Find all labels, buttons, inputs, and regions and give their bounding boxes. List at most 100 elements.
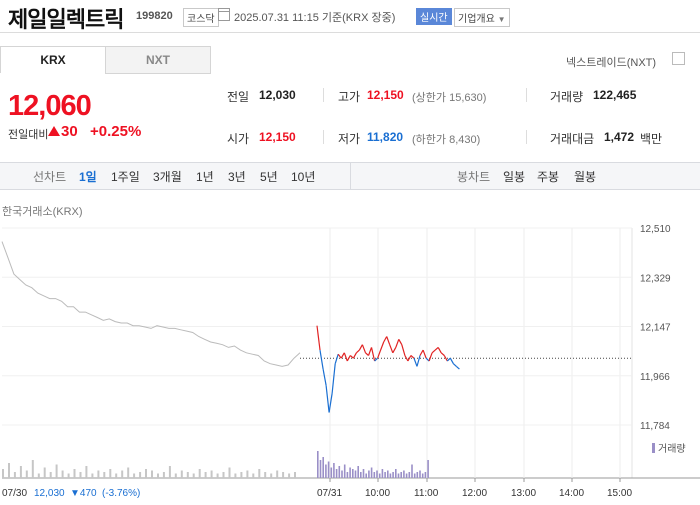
volume-bar [424,472,427,478]
volume-bar [405,473,408,478]
volume-bar [55,464,58,478]
low-value: 11,820 [367,130,404,144]
volume-bar [330,467,333,478]
x-tick-label: 12:00 [462,488,487,499]
today-line-segment [437,347,442,354]
stock-name: 제일일렉트릭 [8,7,124,32]
volume-bar [370,467,373,478]
candle-monthly[interactable]: 월봉 [574,170,597,184]
footer-date: 07/30 [2,488,27,499]
volume-bar [97,470,100,478]
volume-bar [210,470,213,478]
datetime-value: 2025.07.31 11:15 [234,12,319,24]
stock-code: 199820 [136,10,173,22]
checkbox-icon[interactable] [672,52,685,65]
today-line-segment [334,354,339,364]
volume-bar [228,467,231,478]
today-line-segment [383,336,388,343]
intraday-chart[interactable]: 12,510 12,329 12,147 11,966 11,784 07/31 10:0… [0,215,700,505]
volume-bar [43,467,46,478]
volume-bar [115,473,118,478]
period-5y[interactable]: 5년 [260,170,278,184]
period-1w[interactable]: 1주일 [111,170,140,184]
amount-label: 거래대금 [550,132,595,146]
tab-krx[interactable]: KRX [0,46,106,73]
volume-bar [387,470,389,478]
x-tick-label: 07/31 [317,488,342,499]
open-value: 12,150 [259,130,296,144]
candle-daily[interactable]: 일봉 [503,170,526,184]
change-value: 30 [61,123,78,140]
today-line-segment [440,352,445,356]
volume-bar [168,466,171,478]
market-badge: 코스닥 [183,8,219,27]
volume-bar [192,473,195,478]
volume-bar [31,460,34,478]
x-tick-label: 13:00 [511,488,536,499]
volume-bar [419,470,421,478]
today-line-segment [367,347,373,356]
today-line-segment [407,355,412,362]
footer-change: ▼470 [70,488,97,499]
volume-bar [362,469,365,478]
volume-bar [327,461,330,478]
volume-bar [222,472,225,478]
today-line-segment [340,352,345,359]
volume-bar [335,469,338,478]
volume-bar [341,470,343,478]
live-badge[interactable]: 실시간 [416,8,452,25]
period-3y[interactable]: 3년 [228,170,246,184]
y-axis-ticks: 12,510 12,329 12,147 11,966 11,784 [640,224,671,432]
volume-bar [413,473,416,478]
volume-legend-swatch [652,443,655,453]
today-line-segment [380,341,385,351]
volume-bar [333,463,335,478]
volume-bar [357,466,359,478]
volume-bar [408,472,411,478]
nextrade-link[interactable]: 넥스트레이드(NXT) [566,57,657,69]
volume-bar [346,472,349,478]
divider [323,130,324,144]
volume-label: 거래량 [550,90,584,104]
volume-bar [139,472,142,478]
stock-header: 제일일렉트릭 199820 코스닥 2025.07.31 11:15 기준(KR… [0,0,700,33]
volume-bar [85,466,88,478]
today-line-segment [449,357,454,364]
company-overview-button[interactable]: 기업개요 ▼ [454,8,510,27]
period-10y[interactable]: 10년 [291,170,316,184]
x-axis-ticks: 07/31 10:00 11:00 12:00 13:00 14:00 15:00 [317,478,632,499]
today-line-segment [358,344,363,351]
period-1y[interactable]: 1년 [196,170,214,184]
volume-bar [204,472,207,478]
volume-bar [145,469,147,478]
today-line-segment [434,346,439,351]
volume-legend: 거래량 [658,443,686,455]
today-line-segment [419,349,424,356]
period-1d[interactable]: 1일 [79,170,97,184]
volume-bar [288,473,291,478]
upper-limit: (상한가 15,630) [412,92,487,104]
today-line-segment [398,339,403,345]
today-line-segment [404,355,409,362]
today-line-segment [319,350,324,370]
volume-bar [349,467,351,478]
volume-bar [421,473,424,478]
divider [323,88,324,102]
volume-bar [157,473,159,478]
high-value: 12,150 [367,88,404,102]
volume-bar [354,470,357,478]
y-tick-label: 12,147 [640,323,671,334]
exchange-tabs: KRX NXT [0,46,211,74]
x-tick-label: 15:00 [607,488,632,499]
volume-bar [373,472,376,478]
x-tick-label: 11:00 [414,488,439,499]
y-tick-label: 11,966 [640,372,670,383]
quote-datetime: 2025.07.31 11:15 기준(KRX 장중) [234,9,395,25]
volume-bar [240,472,243,478]
candle-weekly[interactable]: 주봉 [537,170,560,184]
y-tick-label: 12,329 [640,273,671,284]
divider [526,130,527,144]
tab-nxt[interactable]: NXT [105,46,211,74]
today-line-segment [337,353,342,359]
period-3m[interactable]: 3개월 [153,170,182,184]
